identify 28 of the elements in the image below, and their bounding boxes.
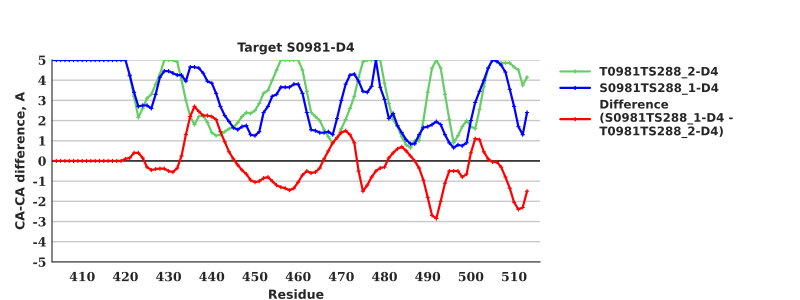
y-tick-label: -5 bbox=[33, 258, 46, 267]
y-tick-label: -1 bbox=[33, 176, 46, 186]
x-tick-label: 500 bbox=[458, 272, 484, 282]
x-tick-label: 440 bbox=[199, 272, 224, 282]
x-tick-label: 510 bbox=[502, 272, 527, 282]
x-tick-label: 450 bbox=[242, 272, 268, 282]
chart-title: Target S0981-D4 bbox=[237, 42, 354, 54]
y-tick-label: 0 bbox=[38, 156, 46, 166]
y-tick-label: 4 bbox=[38, 76, 46, 85]
y-tick-label: 1 bbox=[39, 136, 46, 146]
x-tick-label: 490 bbox=[415, 272, 440, 282]
y-tick-label: 5 bbox=[38, 56, 46, 65]
y-tick-label: 3 bbox=[38, 96, 46, 106]
x-tick-label: 410 bbox=[70, 272, 95, 282]
y-tick-label: -3 bbox=[33, 216, 46, 226]
y-tick-label: -2 bbox=[33, 196, 46, 206]
x-tick-label: 470 bbox=[328, 272, 354, 282]
x-tick-label: 430 bbox=[156, 272, 182, 282]
legend-label: T0981TS288_2-D4 bbox=[599, 66, 718, 78]
legend-label: S0981TS288_1-D4 bbox=[600, 83, 718, 95]
y-axis-title: CA-CA difference, A bbox=[14, 92, 26, 230]
legend-label: Difference (S0981TS288_1-D4 - T0981TS288_2-D4) bbox=[599, 100, 733, 138]
y-tick-label: -4 bbox=[33, 237, 46, 246]
x-axis-title: Residue bbox=[269, 289, 324, 299]
x-tick-label: 480 bbox=[372, 272, 397, 282]
x-tick-label: 460 bbox=[286, 272, 311, 282]
y-tick-label: 2 bbox=[38, 116, 46, 126]
x-tick-label: 420 bbox=[112, 272, 138, 282]
